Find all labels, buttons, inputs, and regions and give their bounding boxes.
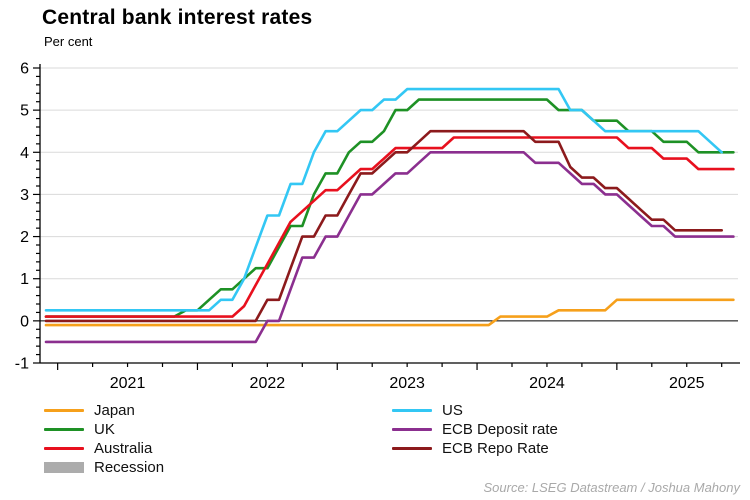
y-tick-label: 6 — [20, 61, 29, 78]
legend-item-ecb-repo: ECB Repo Rate — [392, 439, 558, 458]
y-tick-label: 2 — [20, 229, 29, 246]
legend-item-japan: Japan — [44, 401, 164, 420]
series-lines — [44, 87, 735, 344]
x-axis-labels: 2021 2022 2023 2024 2025 — [110, 375, 705, 392]
x-tick-label: 2024 — [529, 375, 565, 392]
legend-item-us: US — [392, 401, 558, 420]
series-line-japan — [44, 298, 735, 327]
legend-swatch-ecb-repo — [392, 447, 432, 450]
axis-unit-label: Per cent — [44, 34, 93, 49]
legend-label-ecb-repo: ECB Repo Rate — [442, 440, 549, 457]
legend-item-ecb-deposit: ECB Deposit rate — [392, 420, 558, 439]
y-axis-ticks — [33, 67, 40, 364]
legend-left-column: Japan UK Australia Recession — [44, 401, 164, 477]
legend-swatch-japan — [44, 409, 84, 412]
legend-swatch-recession — [44, 462, 84, 473]
x-axis-ticks — [57, 363, 723, 370]
source-attribution: Source: LSEG Datastream / Joshua Mahony — [483, 480, 740, 495]
x-tick-label: 2025 — [669, 375, 705, 392]
legend-swatch-uk — [44, 428, 84, 431]
series-line-australia — [44, 136, 735, 318]
legend-item-australia: Australia — [44, 439, 164, 458]
legend-label-us: US — [442, 402, 463, 419]
y-tick-label: 1 — [20, 271, 29, 288]
legend-item-recession: Recession — [44, 458, 164, 477]
series-line-us — [44, 87, 724, 312]
legend-item-uk: UK — [44, 420, 164, 439]
x-tick-label: 2022 — [250, 375, 286, 392]
legend-swatch-us — [392, 409, 432, 412]
legend-swatch-ecb-deposit — [392, 428, 432, 431]
page-title: Central bank interest rates — [42, 6, 313, 29]
y-tick-label: 4 — [20, 145, 29, 162]
series-line-ecb_repo — [44, 129, 724, 323]
axes — [39, 64, 740, 364]
legend-label-uk: UK — [94, 421, 115, 438]
legend-swatch-australia — [44, 447, 84, 450]
legend-label-recession: Recession — [94, 459, 165, 476]
y-axis-labels: -1 0 1 2 3 4 5 6 — [15, 61, 29, 373]
y-tick-label: -1 — [15, 356, 29, 373]
gridlines — [40, 67, 738, 280]
y-tick-label: 3 — [20, 187, 29, 204]
legend-label-ecb-deposit: ECB Deposit rate — [442, 421, 558, 438]
legend-label-australia: Australia — [94, 440, 153, 457]
x-tick-label: 2021 — [110, 375, 146, 392]
legend-right-column: US ECB Deposit rate ECB Repo Rate — [392, 401, 558, 458]
y-tick-label: 5 — [20, 103, 29, 120]
legend-label-japan: Japan — [94, 402, 135, 419]
series-line-ecb_deposit — [44, 151, 735, 344]
y-tick-label: 0 — [20, 313, 29, 330]
x-tick-label: 2023 — [389, 375, 425, 392]
